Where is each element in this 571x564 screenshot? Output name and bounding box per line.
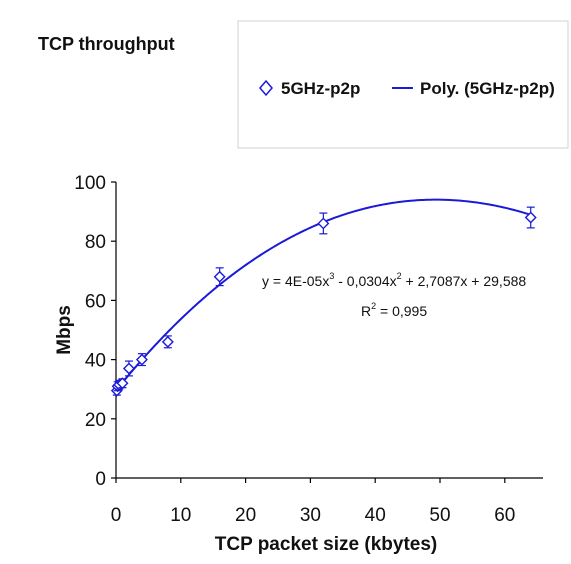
equation-exponent-2: 2 — [397, 271, 402, 281]
chart-title: TCP throughput — [38, 34, 175, 54]
r-squared-symbol: R — [361, 303, 371, 319]
y-tick-label: 80 — [85, 232, 106, 253]
x-tick-label: 0 — [111, 505, 122, 526]
equation-exponent-3: 3 — [329, 271, 334, 281]
data-point-diamond — [135, 353, 148, 366]
equation-part-2: - 0,0304x — [334, 273, 396, 289]
legend-box — [237, 20, 569, 149]
r-squared-label: R2 = 0,995 — [361, 301, 427, 319]
x-axis-title: TCP packet size (kbytes) — [215, 534, 437, 555]
y-tick-label: 0 — [95, 469, 106, 490]
x-tick-label: 60 — [494, 505, 515, 526]
x-tick-label: 10 — [170, 505, 191, 526]
y-axis-title: Mbps — [54, 305, 75, 355]
y-tick-label: 100 — [74, 173, 106, 194]
equation-part-1: y = 4E-05x — [262, 273, 329, 289]
data-point-diamond — [116, 377, 129, 390]
x-ticks: 0 10 20 30 40 50 60 — [111, 478, 515, 526]
y-ticks: 0 20 40 60 80 100 — [74, 173, 116, 490]
x-tick-label: 50 — [429, 505, 450, 526]
data-point-diamond — [524, 211, 537, 224]
y-tick-label: 40 — [85, 351, 106, 372]
y-tick-label: 20 — [85, 410, 106, 431]
r-squared-value: = 0,995 — [376, 303, 427, 319]
data-point-diamond — [317, 217, 330, 230]
data-point-diamond — [213, 270, 226, 283]
x-tick-label: 40 — [365, 505, 386, 526]
data-point-diamond — [161, 335, 174, 348]
data-points — [110, 206, 537, 397]
data-point-diamond — [122, 362, 135, 375]
trendline-equation: y = 4E-05x3 - 0,0304x2 + 2,7087x + 29,58… — [262, 271, 526, 289]
x-tick-label: 20 — [235, 505, 256, 526]
equation-part-3: + 2,7087x + 29,588 — [402, 273, 527, 289]
legend-series-label: 5GHz-p2p — [281, 79, 360, 98]
r-squared-exponent: 2 — [371, 301, 376, 311]
legend-diamond-marker-icon — [259, 79, 273, 97]
y-tick-label: 60 — [85, 291, 106, 312]
legend-trendline-label: Poly. (5GHz-p2p) — [420, 79, 555, 98]
x-tick-label: 30 — [300, 505, 321, 526]
